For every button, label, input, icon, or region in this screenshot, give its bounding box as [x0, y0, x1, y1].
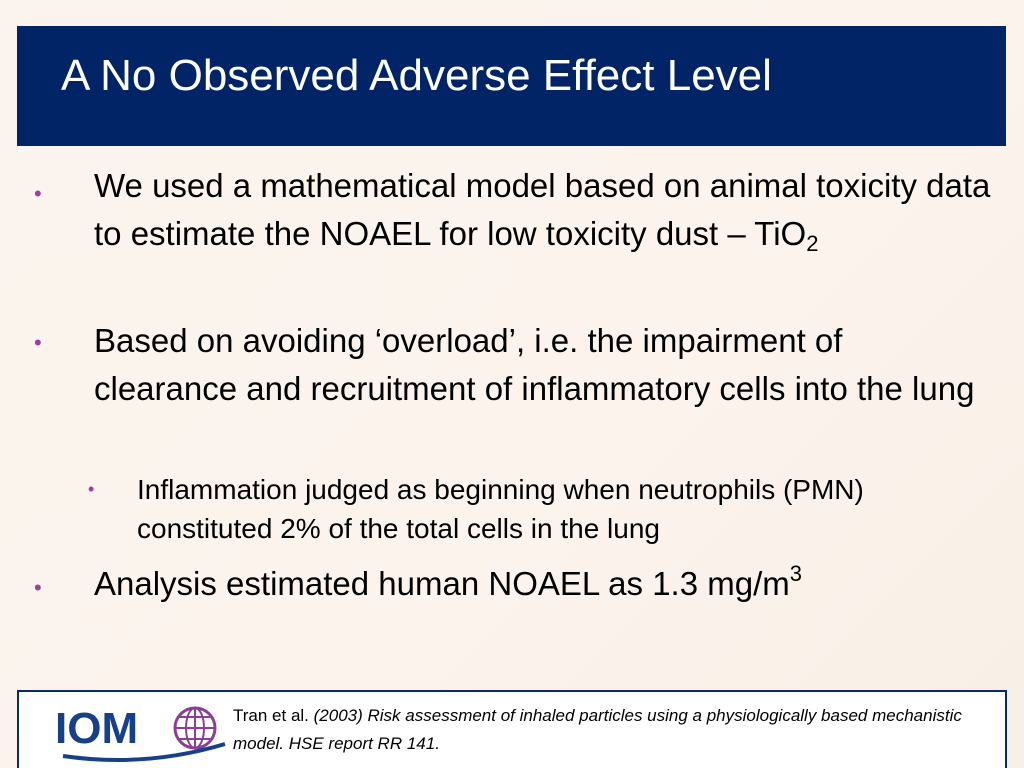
- subscript: 2: [806, 231, 819, 256]
- citation: Tran et al. (2003) Risk assessment of in…: [233, 702, 993, 758]
- citation-reference: (2003) Risk assessment of inhaled partic…: [233, 706, 962, 753]
- sub-bullet-text: Inflammation judged as beginning when ne…: [137, 474, 864, 544]
- bullet-text: Analysis estimated human NOAEL as 1.3 mg…: [94, 565, 790, 602]
- bullet-text: Based on avoiding ‘overload’, i.e. the i…: [94, 322, 975, 407]
- bullet-marker: •: [34, 181, 42, 206]
- slide-title: A No Observed Adverse Effect Level: [61, 51, 772, 100]
- bullet-marker: •: [34, 575, 42, 600]
- globe-icon: [173, 706, 217, 750]
- citation-author: Tran et al.: [233, 706, 314, 725]
- bullet-text: We used a mathematical model based on an…: [94, 167, 991, 252]
- bullet-marker: •: [34, 330, 42, 355]
- logo-text: IOM: [55, 704, 138, 753]
- title-bar: A No Observed Adverse Effect Level: [17, 26, 1006, 146]
- bullet-list: • We used a mathematical model based on …: [34, 162, 1004, 608]
- footer: IOM Tran et al. (2003) Risk assessment o…: [17, 690, 1007, 768]
- bullet-item: Analysis estimated human NOAEL as 1.3 mg…: [94, 560, 994, 608]
- bullet-item: Based on avoiding ‘overload’, i.e. the i…: [94, 317, 994, 413]
- sub-bullet-item: Inflammation judged as beginning when ne…: [137, 470, 937, 548]
- bullet-item: We used a mathematical model based on an…: [94, 162, 1004, 258]
- iom-logo: IOM: [55, 704, 226, 762]
- sub-bullet-marker: •: [88, 479, 95, 499]
- logo-swoosh: [62, 742, 226, 762]
- superscript: 3: [789, 561, 802, 586]
